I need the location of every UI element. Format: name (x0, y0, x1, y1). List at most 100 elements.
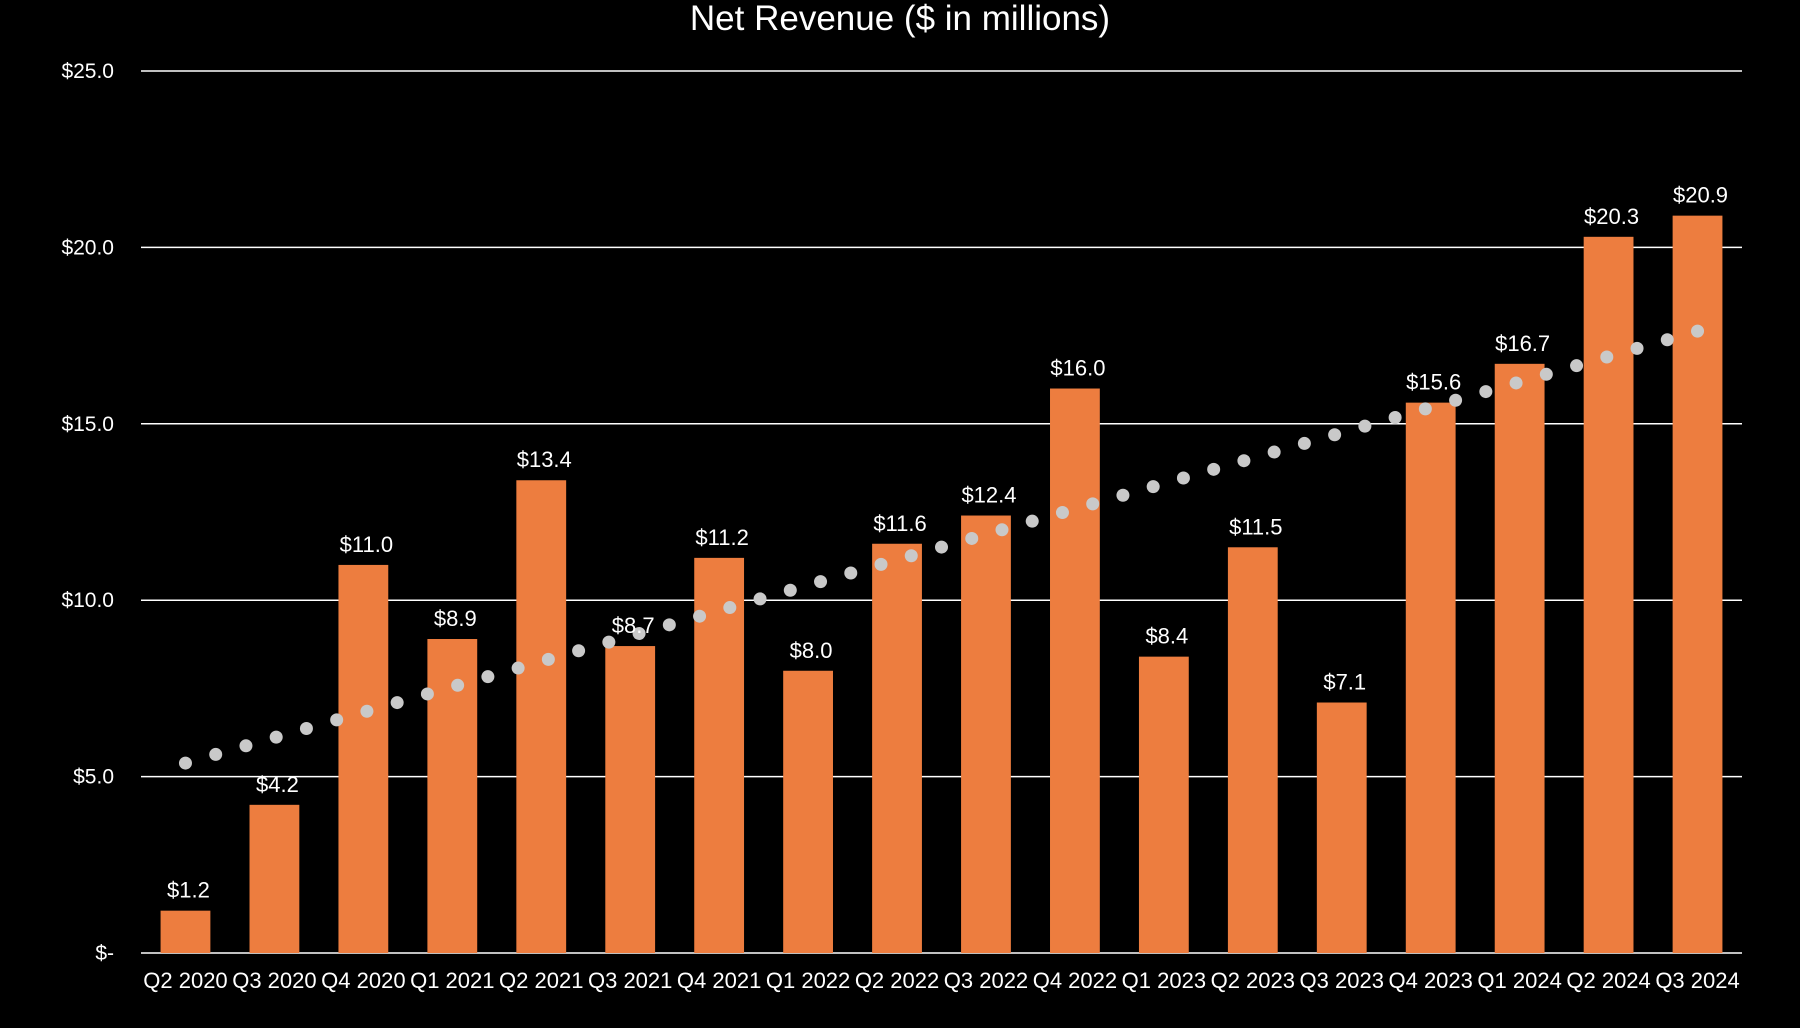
data-label: $16.7 (1495, 331, 1550, 356)
bar (1316, 702, 1367, 953)
trendline-dot (178, 756, 192, 770)
trendline-dot (844, 566, 858, 580)
bar (694, 557, 745, 953)
trendline-dot (269, 730, 283, 744)
trendline-dot (1418, 402, 1432, 416)
data-label: $20.9 (1673, 183, 1728, 208)
trendline-dot (965, 531, 979, 545)
trendline-dot (1358, 419, 1372, 433)
bar (1138, 656, 1189, 953)
y-tick-label: $5.0 (73, 766, 114, 789)
x-tick-label: Q4 2022 (1033, 968, 1117, 993)
bar (1227, 547, 1278, 953)
trendline-dot (602, 635, 616, 649)
trendline-dot (1237, 454, 1251, 468)
bar (1672, 215, 1723, 953)
bar (338, 564, 389, 953)
trendline-dot (1630, 341, 1644, 355)
bar (1405, 402, 1456, 954)
bar (961, 515, 1011, 953)
trendline-dot (1449, 393, 1463, 407)
trendline-dot (874, 557, 888, 571)
data-label: $12.4 (961, 483, 1016, 508)
trendline-dot (1297, 436, 1311, 450)
trendline-dot (1086, 497, 1100, 511)
trendline-dot (209, 747, 223, 761)
y-tick-label: $- (95, 942, 114, 965)
trendline-dot (572, 644, 586, 658)
x-tick-label: Q4 2023 (1388, 968, 1472, 993)
data-label: $11.6 (873, 511, 926, 536)
trendline-dot (390, 696, 404, 710)
x-tick-label: Q1 2022 (766, 968, 850, 993)
x-tick-label: Q3 2022 (944, 968, 1028, 993)
trendline-dot (1660, 333, 1674, 347)
x-tick-label: Q1 2024 (1477, 968, 1561, 993)
x-tick-label: Q1 2023 (1122, 968, 1206, 993)
x-tick-label: Q2 2024 (1566, 968, 1650, 993)
bar (516, 480, 567, 953)
bar (872, 543, 922, 953)
x-tick-label: Q3 2024 (1655, 968, 1739, 993)
data-label: $16.0 (1050, 356, 1105, 381)
trendline-dot (1055, 506, 1069, 520)
x-tick-label: Q2 2022 (855, 968, 939, 993)
x-tick-label: Q1 2021 (410, 968, 494, 993)
data-label: $13.4 (517, 447, 572, 472)
trendline-dot (1025, 514, 1039, 528)
trendline-dot (481, 670, 495, 684)
trendline-dot (511, 661, 525, 675)
trendline-dot (1146, 480, 1160, 494)
trendline-dot (935, 540, 948, 554)
data-label: $8.0 (790, 638, 833, 663)
x-tick-label: Q3 2020 (232, 968, 316, 993)
trendline-dot (330, 713, 344, 727)
x-tick-label: Q2 2023 (1211, 968, 1295, 993)
data-label: $11.2 (695, 525, 748, 550)
trendline-dot (693, 609, 707, 623)
trendline-dot (1267, 445, 1281, 459)
bar (1494, 363, 1545, 954)
trendline-dot (783, 583, 797, 597)
data-label: $11.0 (340, 532, 393, 557)
bar (249, 804, 300, 953)
y-tick-label: $15.0 (61, 413, 114, 436)
trendline-dot (451, 678, 465, 692)
trendline-dot (1691, 324, 1705, 338)
trendline-dot (360, 704, 374, 718)
trendline-dot (753, 592, 767, 606)
trendline-dot (239, 739, 253, 753)
data-label: $8.4 (1145, 624, 1188, 649)
chart-title: Net Revenue ($ in millions) (689, 0, 1111, 38)
trendline-dot (1116, 488, 1130, 502)
bar (783, 670, 833, 953)
trendline-dot (814, 575, 828, 589)
trendline-dot (1539, 367, 1553, 381)
trendline-dot (299, 722, 313, 736)
trendline-dot (904, 549, 918, 563)
trendline-dot (1570, 359, 1584, 373)
data-label: $7.1 (1323, 670, 1366, 695)
data-label: $8.7 (612, 613, 655, 638)
data-label: $20.3 (1584, 204, 1639, 229)
trendline-dot (1600, 350, 1614, 364)
trendline-dot (1509, 376, 1523, 390)
data-label: $4.2 (256, 772, 299, 797)
y-tick-label: $20.0 (61, 236, 114, 259)
bar (1050, 388, 1100, 953)
trendline-dot (632, 626, 646, 640)
x-tick-label: Q4 2021 (677, 968, 761, 993)
trendline-dot (1207, 462, 1221, 476)
trendline-dot (1479, 385, 1493, 399)
bar (160, 910, 211, 953)
y-tick-label: $10.0 (61, 589, 114, 612)
trendline-dot (723, 601, 737, 615)
x-tick-label: Q2 2020 (143, 968, 227, 993)
data-label: $15.6 (1406, 370, 1461, 395)
trendline-dot (1328, 428, 1342, 442)
trendline-dot (420, 687, 434, 701)
trendline-dot (541, 652, 555, 666)
x-tick-label: Q4 2020 (321, 968, 405, 993)
bar (1583, 236, 1634, 954)
